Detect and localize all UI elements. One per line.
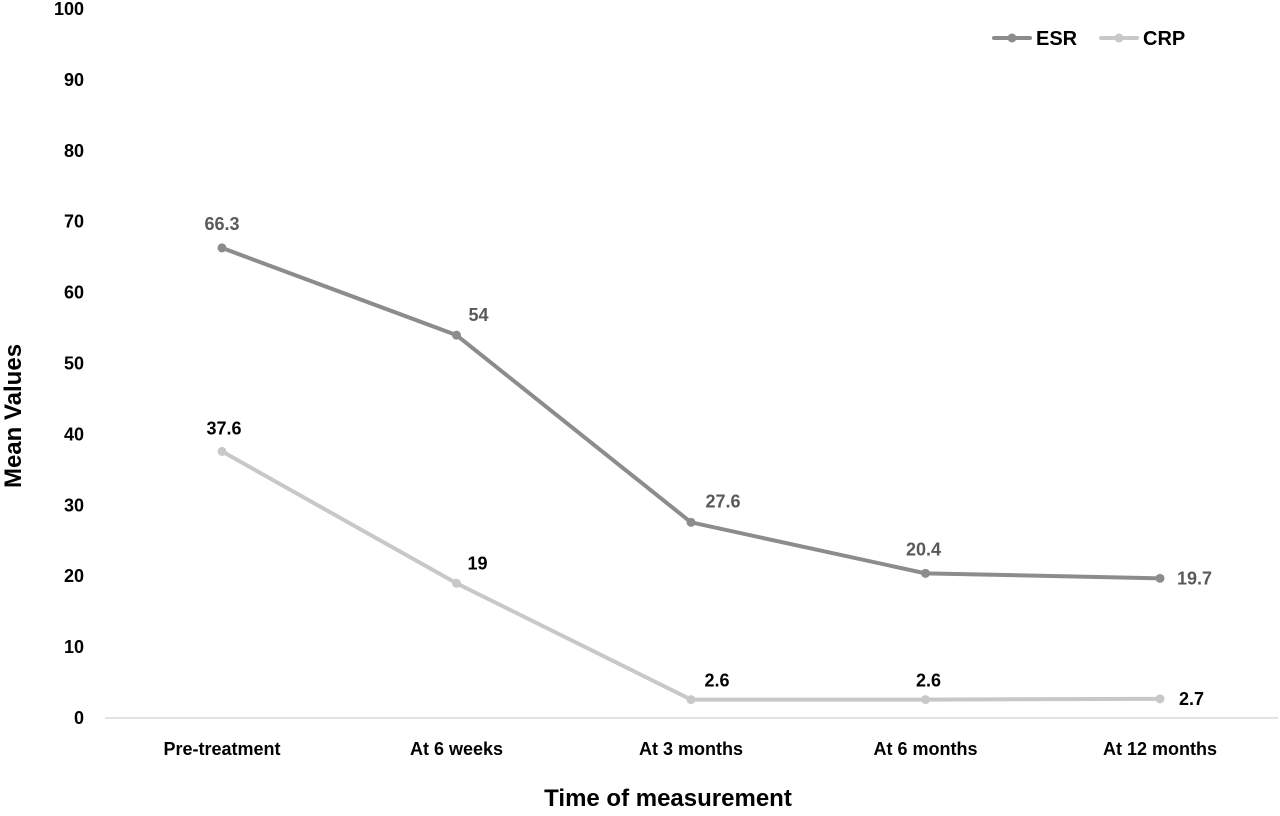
y-tick-label: 20 xyxy=(64,566,84,586)
y-tick-label: 100 xyxy=(54,0,84,19)
y-tick-label: 0 xyxy=(74,708,84,728)
y-tick-label: 60 xyxy=(64,283,84,303)
esr-data-label: 54 xyxy=(468,305,488,325)
legend-crp-marker xyxy=(1114,33,1124,43)
x-category-label: At 12 months xyxy=(1103,739,1217,759)
esr-data-point xyxy=(686,517,696,527)
x-category-label: Pre-treatment xyxy=(163,739,280,759)
series-layer: 66.3 54 27.6 20.4 19.7 37.6 19 2.6 2.6 2.7 xyxy=(204,214,1212,709)
esr-data-point xyxy=(1155,573,1165,583)
esr-data-point xyxy=(452,330,461,340)
y-axis-ticks: 0 10 20 30 40 50 60 70 80 90 100 xyxy=(54,0,84,728)
legend-esr-marker xyxy=(1007,33,1017,43)
y-tick-label: 30 xyxy=(64,495,84,515)
crp-data-label: 19 xyxy=(467,553,487,573)
esr-data-label: 66.3 xyxy=(204,214,239,234)
x-axis-title: Time of measurement xyxy=(544,785,792,812)
y-tick-label: 10 xyxy=(64,637,84,657)
x-category-label: At 6 weeks xyxy=(410,739,503,759)
y-tick-label: 80 xyxy=(64,141,84,161)
crp-data-point xyxy=(452,578,461,588)
legend: ESR CRP xyxy=(992,28,1185,50)
y-axis-title: Mean Values xyxy=(0,344,27,488)
crp-data-point xyxy=(1155,694,1165,704)
esr-data-point xyxy=(921,568,930,578)
esr-data-label: 20.4 xyxy=(906,539,941,559)
crp-data-label: 37.6 xyxy=(206,418,241,438)
crp-data-point xyxy=(921,695,930,705)
esr-data-point xyxy=(217,243,227,253)
y-tick-label: 40 xyxy=(64,424,84,444)
y-tick-label: 50 xyxy=(64,354,84,374)
crp-data-label: 2.6 xyxy=(704,671,729,691)
x-category-label: At 6 months xyxy=(873,739,977,759)
x-axis-categories: Pre-treatment At 6 weeks At 3 months At 6 m… xyxy=(163,739,1217,759)
y-tick-label: 90 xyxy=(64,70,84,90)
legend-crp-label: CRP xyxy=(1143,28,1185,50)
crp-data-label: 2.6 xyxy=(916,671,941,691)
legend-esr-label: ESR xyxy=(1036,28,1078,50)
crp-data-point xyxy=(686,695,696,705)
y-tick-label: 70 xyxy=(64,212,84,232)
esr-data-label: 27.6 xyxy=(705,491,740,511)
x-category-label: At 3 months xyxy=(639,739,743,759)
esr-data-label: 19.7 xyxy=(1177,568,1212,588)
crp-data-label: 2.7 xyxy=(1179,689,1204,709)
crp-data-point xyxy=(217,446,227,456)
